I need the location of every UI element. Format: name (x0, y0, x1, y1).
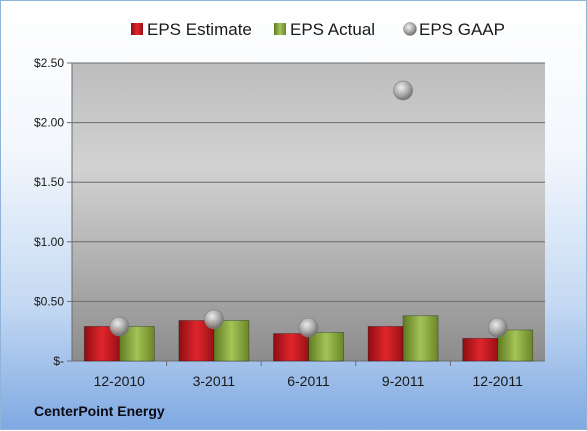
point-eps-gaap (393, 80, 413, 101)
legend-eps-actual-marker (274, 23, 286, 35)
x-tick-label: 9-2011 (382, 373, 425, 389)
bar-eps-estimate (367, 326, 404, 362)
point-eps-gaap (204, 309, 224, 330)
bar-eps-actual (308, 331, 344, 362)
y-tick-label: $2.00 (34, 116, 64, 130)
legend-eps-estimate-label: EPS Estimate (147, 20, 252, 39)
legend-eps-actual-label: EPS Actual (290, 20, 375, 39)
x-tick-label: 3-2011 (193, 373, 236, 389)
y-tick-label: $1.00 (34, 235, 64, 249)
bar-eps-estimate (178, 320, 215, 362)
bar-eps-actual (118, 326, 155, 362)
y-tick-label: $- (53, 354, 64, 368)
legend-eps-gaap-label: EPS GAAP (419, 20, 505, 39)
point-eps-gaap (298, 317, 319, 338)
bar-eps-actual (402, 315, 439, 362)
bar-eps-estimate (273, 333, 309, 362)
y-tick-label: $1.50 (34, 175, 64, 189)
legend-eps-estimate-marker (131, 23, 143, 35)
y-tick-label: $0.50 (34, 294, 64, 308)
bar-eps-estimate (462, 337, 499, 362)
bar-eps-actual (213, 320, 250, 362)
legend: EPS Estimate EPS Actual EPS GAAP (131, 20, 505, 39)
x-tick-label: 12-2011 (473, 373, 524, 389)
company-label: CenterPoint Energy (34, 403, 165, 419)
y-tick-label: $2.50 (34, 56, 64, 70)
point-eps-gaap (109, 316, 130, 337)
plot-area (72, 63, 545, 361)
legend-eps-gaap-marker (403, 22, 417, 36)
x-tick-label: 6-2011 (287, 373, 330, 389)
point-eps-gaap (487, 317, 508, 338)
x-tick-label: 12-2010 (94, 373, 146, 389)
